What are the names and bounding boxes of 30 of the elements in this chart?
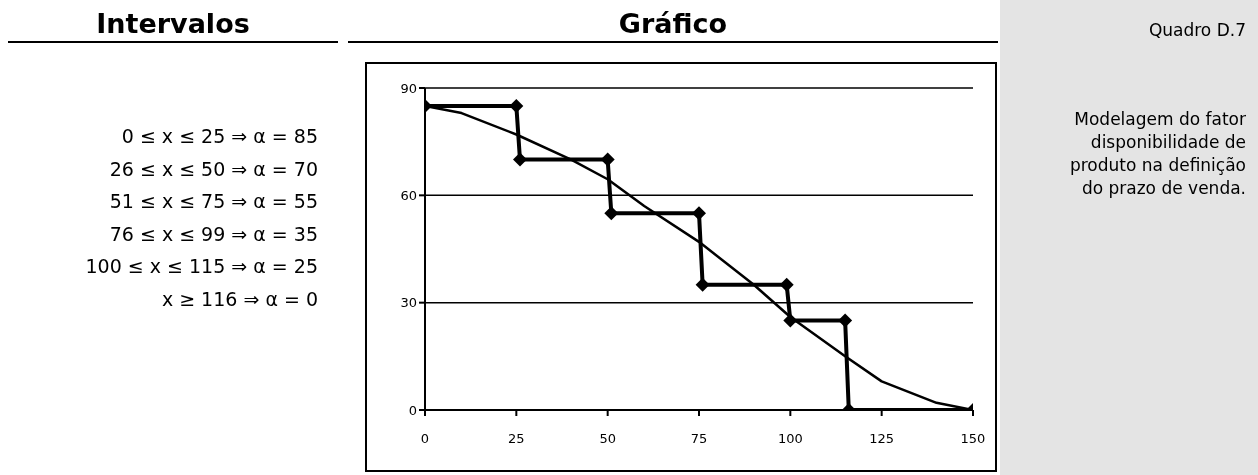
text: 76 ≤ x ≤ 99 ⇒ α = 35	[108, 221, 318, 247]
text: 26 ≤ x ≤ 50 ⇒ α = 70	[108, 156, 318, 182]
text: 0 ≤ x ≤ 25 ⇒ α = 85	[120, 124, 318, 149]
text: Quadro D.7	[1148, 20, 1246, 40]
point	[779, 277, 794, 292]
point	[695, 277, 710, 292]
x-tick-label: 125	[869, 431, 895, 447]
y-tick-label: 30	[400, 295, 417, 311]
text: 51 ≤ x ≤ 75 ⇒ α = 55	[108, 189, 318, 214]
text: Intervalos	[8, 8, 338, 43]
x-tick-label: 0	[420, 431, 430, 447]
x-tick-label: 50	[599, 431, 616, 447]
point	[783, 313, 798, 328]
point	[692, 206, 706, 221]
x-tick-label: 75	[690, 431, 708, 447]
point	[509, 98, 524, 113]
y-tick-label: 0	[408, 402, 417, 418]
x-tick-label: 100	[777, 431, 803, 447]
y-tick-label: 90	[400, 80, 417, 96]
text: Modelagem do fator disponibilidade de produto na definição do prazo de venda.	[1068, 108, 1246, 200]
text: 100 ≤ x ≤ 115 ⇒ α = 25	[84, 254, 318, 279]
chart-title: Gráfico	[348, 8, 998, 43]
x-tick-label: 25	[508, 431, 525, 447]
point	[600, 152, 615, 167]
point	[512, 152, 527, 167]
point	[604, 206, 619, 221]
point	[838, 313, 853, 328]
x-tick-label: 150	[960, 431, 986, 447]
y-tick-label: 60	[400, 187, 417, 203]
text: x ≥ 116 ⇒ α = 0	[160, 286, 318, 312]
